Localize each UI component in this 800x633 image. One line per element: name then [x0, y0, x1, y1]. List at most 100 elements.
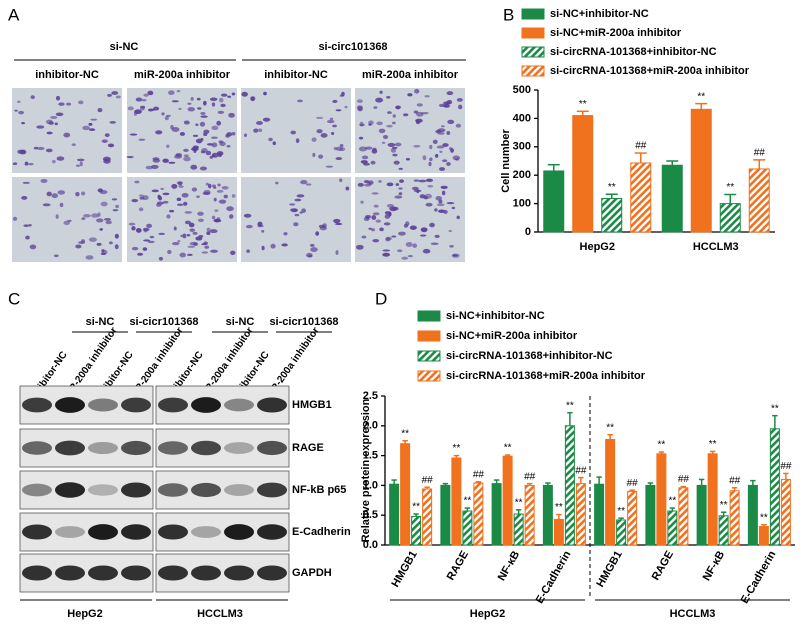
cell	[442, 143, 449, 148]
cell	[168, 90, 175, 96]
cell	[437, 132, 445, 135]
cell	[114, 233, 119, 239]
legend-label: si-NC+inhibitor-NC	[446, 310, 545, 322]
cell	[325, 165, 334, 168]
cell	[115, 204, 120, 209]
cell	[109, 120, 116, 124]
cell	[229, 214, 234, 219]
cell	[356, 105, 363, 110]
cell	[332, 99, 338, 104]
cell	[97, 108, 103, 113]
cell	[167, 249, 172, 255]
cell	[307, 254, 313, 258]
cell	[371, 148, 378, 154]
cell	[143, 93, 149, 97]
cell	[430, 242, 439, 246]
cell	[295, 138, 300, 144]
significance: **	[515, 497, 523, 508]
cell	[183, 156, 191, 162]
cell	[320, 133, 328, 138]
x-tick-label: HMGB1	[389, 549, 419, 589]
cell	[379, 227, 384, 232]
cell	[79, 161, 83, 167]
cell	[371, 215, 377, 220]
cell	[216, 217, 221, 220]
cell	[25, 235, 30, 240]
cell	[261, 229, 265, 233]
cell	[412, 243, 418, 248]
cell	[138, 207, 144, 212]
cell	[372, 212, 380, 216]
cell	[283, 232, 288, 236]
cell	[179, 132, 186, 136]
cell	[413, 179, 420, 182]
cell	[365, 146, 373, 150]
cell	[155, 130, 163, 135]
cell	[450, 148, 454, 153]
band	[55, 565, 85, 581]
bar	[690, 108, 712, 233]
cell	[397, 249, 403, 253]
cell	[442, 159, 448, 163]
y-tick-label: 200	[513, 169, 531, 181]
cell	[407, 93, 413, 97]
cell	[183, 121, 190, 125]
cell	[456, 98, 463, 102]
cell	[158, 256, 163, 261]
cell	[82, 125, 90, 131]
cell	[355, 244, 364, 250]
cell	[270, 243, 276, 249]
cell	[168, 161, 176, 164]
cell	[339, 178, 343, 183]
cell	[126, 155, 134, 159]
bar	[502, 455, 513, 546]
cell	[189, 241, 198, 246]
cell	[24, 161, 29, 166]
legend-swatch	[521, 65, 545, 77]
band	[22, 441, 52, 455]
cell	[318, 224, 326, 228]
band	[22, 483, 52, 497]
bar	[667, 510, 678, 546]
group-label: HepG2	[470, 608, 505, 620]
legend-swatch	[521, 8, 545, 20]
legend-label: si-NC+miR-200a inhibitor	[550, 27, 682, 39]
cell	[440, 185, 448, 189]
bar	[769, 428, 780, 546]
cell	[128, 222, 136, 226]
cell	[329, 117, 334, 121]
cell	[152, 158, 161, 163]
y-tick-label: 2.0	[363, 420, 378, 432]
significance: **	[401, 428, 409, 439]
cell	[439, 150, 443, 153]
cell	[66, 102, 72, 106]
bar	[678, 487, 689, 546]
cell	[63, 132, 71, 138]
cell	[147, 108, 154, 112]
band	[55, 397, 85, 413]
cell	[203, 100, 207, 106]
cell	[434, 208, 438, 212]
cell	[29, 244, 37, 250]
cell	[37, 146, 45, 151]
significance: **	[657, 440, 665, 451]
cell	[56, 156, 65, 161]
cell	[227, 95, 232, 98]
cell	[385, 236, 392, 241]
cell	[195, 236, 203, 241]
cell	[177, 240, 181, 243]
significance: **	[504, 443, 512, 454]
cell	[191, 187, 198, 192]
cell	[392, 206, 399, 211]
cell	[368, 227, 373, 230]
cell	[363, 162, 370, 166]
cell	[253, 128, 259, 133]
cell	[78, 100, 84, 105]
cell	[221, 185, 229, 190]
cell	[14, 109, 18, 112]
cell	[210, 249, 218, 253]
cell	[114, 244, 119, 250]
band	[55, 526, 85, 538]
cell	[209, 97, 218, 102]
